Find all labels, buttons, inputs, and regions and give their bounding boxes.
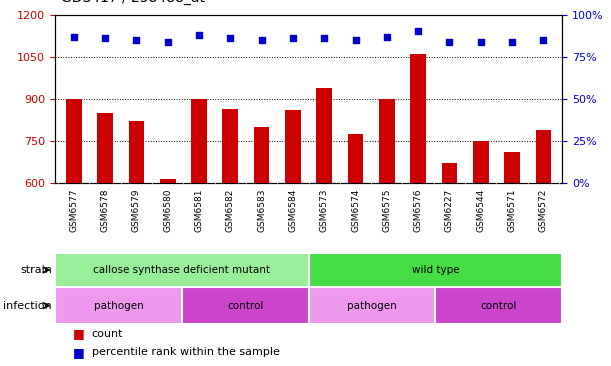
Point [382, 34, 392, 40]
Text: GSM6582: GSM6582 [226, 188, 235, 232]
Text: percentile rank within the sample: percentile rank within the sample [92, 347, 279, 357]
Bar [191, 99, 207, 183]
Bar [254, 127, 269, 183]
Bar [285, 110, 301, 183]
Text: GSM6581: GSM6581 [194, 188, 203, 232]
Text: GSM6579: GSM6579 [132, 188, 141, 232]
Point [194, 32, 204, 38]
Text: control: control [227, 300, 263, 311]
Bar [55, 287, 182, 324]
Bar [316, 87, 332, 183]
Point [413, 29, 423, 34]
Text: GSM6577: GSM6577 [69, 188, 78, 232]
Point [225, 35, 235, 41]
Bar [435, 287, 562, 324]
Text: wild type: wild type [412, 265, 459, 275]
Text: control: control [480, 300, 517, 311]
Text: strain: strain [20, 265, 52, 275]
Bar [309, 287, 435, 324]
Bar [160, 179, 175, 183]
Bar [411, 54, 426, 183]
Bar [222, 109, 238, 183]
Text: GSM6580: GSM6580 [163, 188, 172, 232]
Bar [182, 287, 309, 324]
Text: pathogen: pathogen [347, 300, 397, 311]
Text: GSM6574: GSM6574 [351, 188, 360, 232]
Point [507, 39, 517, 45]
Text: GSM6572: GSM6572 [539, 188, 548, 232]
Bar [473, 141, 489, 183]
Text: ■: ■ [73, 346, 85, 359]
Text: GSM6584: GSM6584 [288, 188, 298, 232]
Text: pathogen: pathogen [93, 300, 143, 311]
Bar [442, 163, 457, 183]
Point [445, 39, 455, 45]
Text: GSM6575: GSM6575 [382, 188, 391, 232]
Point [163, 39, 172, 45]
Bar [535, 130, 551, 183]
Point [351, 37, 360, 43]
Bar [66, 99, 82, 183]
Bar [55, 253, 309, 287]
Text: GSM6544: GSM6544 [476, 188, 485, 232]
Point [538, 37, 548, 43]
Text: GSM6578: GSM6578 [101, 188, 109, 232]
Text: count: count [92, 329, 123, 339]
Point [100, 35, 110, 41]
Bar [348, 134, 364, 183]
Point [131, 37, 141, 43]
Text: GSM6576: GSM6576 [414, 188, 423, 232]
Text: GSM6583: GSM6583 [257, 188, 266, 232]
Bar [97, 113, 113, 183]
Point [288, 35, 298, 41]
Bar [379, 99, 395, 183]
Point [257, 37, 266, 43]
Text: GSM6573: GSM6573 [320, 188, 329, 232]
Point [320, 35, 329, 41]
Text: ■: ■ [73, 328, 85, 340]
Text: infection: infection [3, 300, 52, 311]
Point [476, 39, 486, 45]
Text: callose synthase deficient mutant: callose synthase deficient mutant [93, 265, 270, 275]
Bar [128, 121, 144, 183]
Bar [309, 253, 562, 287]
Text: GDS417 / 258488_at: GDS417 / 258488_at [61, 0, 205, 5]
Point [69, 34, 79, 40]
Text: GSM6571: GSM6571 [508, 188, 516, 232]
Text: GSM6227: GSM6227 [445, 188, 454, 232]
Bar [504, 152, 520, 183]
